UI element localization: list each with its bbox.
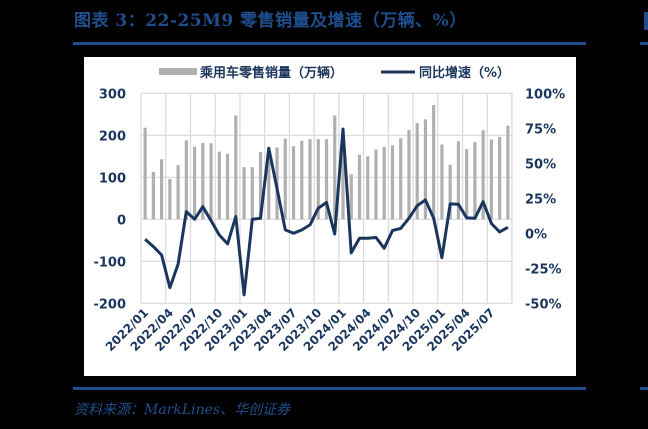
bar <box>456 141 461 220</box>
bar <box>234 115 238 220</box>
source-rule <box>73 387 586 390</box>
left-axis-tick-label: 200 <box>99 129 126 144</box>
left-axis-ticks: 300 200 100 0 -100 -200 <box>93 87 126 312</box>
bar <box>258 152 263 220</box>
bar <box>324 139 329 220</box>
right-axis-tick-label: 75% <box>525 122 556 137</box>
bar <box>382 147 386 220</box>
bar <box>283 138 287 220</box>
bar <box>349 174 353 220</box>
line-series-yoy-growth <box>144 127 509 297</box>
bar <box>160 159 164 220</box>
left-axis-tick-label: 0 <box>117 213 126 228</box>
legend-bar-swatch <box>159 68 197 75</box>
bar <box>225 153 230 220</box>
source-note: 资料来源：MarkLines、华创证券 <box>74 402 291 418</box>
source-rule-right-stub <box>640 387 648 390</box>
chart-panel: 乘用车零售销量（万辆） 同比增速（%） 300 200 100 0 -100 -200 1… <box>84 57 576 376</box>
bar <box>267 150 271 220</box>
bar <box>192 146 197 220</box>
bar <box>481 130 485 220</box>
bar <box>168 178 172 220</box>
bar <box>201 142 205 220</box>
bar <box>176 165 180 220</box>
chart-svg: 乘用车零售销量（万辆） 同比增速（%） 300 200 100 0 -100 -200 1… <box>93 65 565 354</box>
bar <box>448 164 452 220</box>
bar <box>209 143 213 220</box>
bar <box>440 144 444 220</box>
bar <box>184 140 188 220</box>
figure-title: 图表 3：22-25M9 零售销量及增速（万辆、%） <box>74 11 467 31</box>
bar <box>242 167 246 220</box>
bar <box>316 139 320 220</box>
bar <box>250 167 254 220</box>
bar <box>473 142 477 220</box>
bar <box>399 138 403 220</box>
right-axis-tick-label: 25% <box>525 192 556 207</box>
bar <box>341 133 345 220</box>
left-axis-tick-label: -100 <box>93 255 126 270</box>
left-axis-tick-label: 300 <box>99 87 126 102</box>
bar <box>151 171 155 220</box>
right-axis-tick-label: 100% <box>525 87 565 102</box>
bar <box>143 127 147 220</box>
bar <box>498 136 502 220</box>
legend-bar-label: 乘用车零售销量（万辆） <box>199 65 343 81</box>
bar <box>300 140 304 220</box>
bar <box>390 145 395 220</box>
bar <box>357 154 362 220</box>
bar <box>366 156 370 220</box>
right-axis-tick-label: 0% <box>525 227 547 242</box>
right-axis-ticks: 100% 75% 50% 25% 0% -25% -50% <box>525 87 565 312</box>
bar <box>423 119 428 220</box>
bar <box>291 146 296 220</box>
bar <box>407 129 411 220</box>
bar <box>374 149 378 220</box>
left-axis-tick-label: 100 <box>99 171 126 186</box>
right-axis-tick-label: -50% <box>525 297 562 312</box>
legend: 乘用车零售销量（万辆） 同比增速（%） <box>159 65 510 81</box>
right-axis-tick-label: 50% <box>525 157 556 172</box>
title-rule <box>73 42 586 45</box>
right-axis-tick-label: -25% <box>525 262 562 277</box>
title-rule-right-stub <box>640 42 648 45</box>
bar <box>333 115 337 220</box>
gridlines <box>140 92 513 304</box>
legend-line-label: 同比增速（%） <box>419 65 510 81</box>
bar <box>465 149 469 220</box>
bar <box>489 139 493 220</box>
bar <box>308 139 312 220</box>
x-axis-ticks: 2022/012022/042022/072022/102023/012023/… <box>103 306 498 354</box>
next-figure-stub <box>644 12 648 30</box>
bar <box>432 105 436 220</box>
bar <box>506 125 510 220</box>
left-axis-tick-label: -200 <box>93 297 126 312</box>
bar <box>217 151 221 220</box>
bar <box>415 123 419 220</box>
